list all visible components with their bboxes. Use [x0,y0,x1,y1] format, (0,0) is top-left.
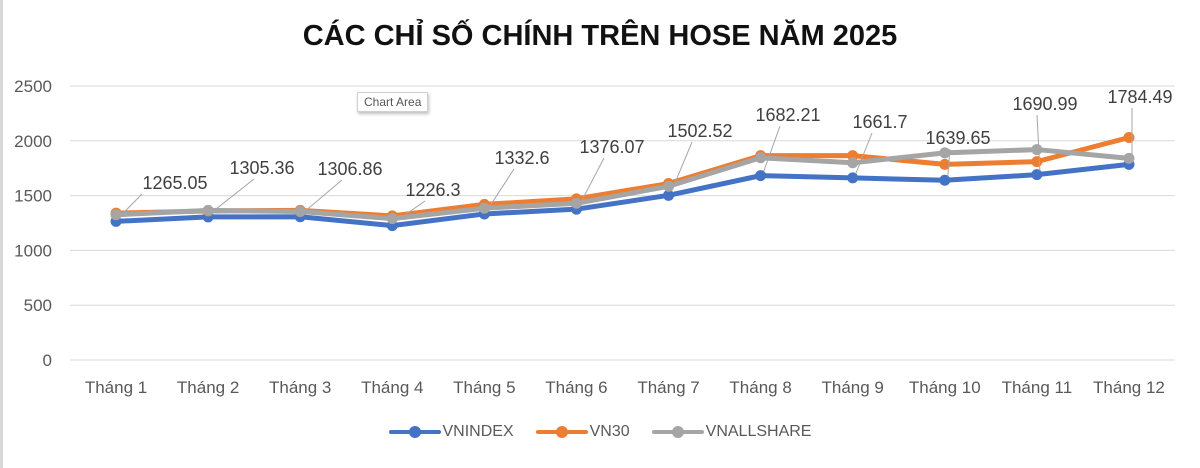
x-tick-label: Tháng 5 [453,378,515,397]
series-line-vnindex[interactable] [113,161,1132,229]
y-tick-label: 1000 [14,241,52,260]
legend-label: VNALLSHARE [705,423,812,440]
data-label: 1305.36 [229,158,294,178]
chart-area-tooltip: Chart Area [357,92,429,112]
data-point-marker[interactable] [294,205,306,217]
data-point-marker[interactable] [386,213,398,225]
legend-line-marker-icon [388,425,441,439]
x-tick-label: Tháng 6 [545,378,607,397]
y-tick-label: 500 [24,296,52,315]
data-label: 1376.07 [579,137,644,157]
y-tick-label: 2000 [14,132,52,151]
data-point-marker[interactable] [939,147,951,159]
chart-title: CÁC CHỈ SỐ CHÍNH TRÊN HOSE NĂM 2025 [302,20,898,52]
data-point-marker[interactable] [663,189,675,201]
leader-line [855,132,873,175]
x-tick-label: Tháng 4 [361,378,423,397]
leader-line [302,179,343,214]
data-label: 1332.6 [494,148,549,168]
x-tick-label: Tháng 8 [729,378,791,397]
data-point-marker[interactable] [755,152,767,164]
data-point-marker[interactable] [1123,152,1135,164]
x-tick-label: Tháng 3 [269,378,331,397]
legend: VNINDEX VN30 VNALLSHARE [0,423,1200,441]
legend-label: VNINDEX [442,423,514,440]
leader-line [1036,114,1041,171]
legend-line-marker-icon [535,425,588,439]
x-tick-label: Tháng 9 [822,378,884,397]
data-point-marker[interactable] [478,202,490,214]
x-tick-label: Tháng 7 [637,378,699,397]
leader-line [118,193,143,218]
data-point-marker[interactable] [939,174,951,186]
leader-line [947,148,951,177]
data-point-marker[interactable] [847,172,859,184]
x-tick-label: Tháng 12 [1093,378,1165,397]
data-label: 1306.86 [317,159,382,179]
data-point-marker[interactable] [1031,156,1043,168]
data-point-marker[interactable] [755,170,767,182]
leader-line [486,168,515,211]
data-point-marker[interactable] [1123,132,1135,144]
leader-line [763,125,781,172]
data-point-marker[interactable] [663,180,675,192]
leader-line [579,157,605,206]
data-point-marker[interactable] [570,197,582,209]
data-label: 1226.3 [405,180,460,200]
x-tick-label: Tháng 2 [177,378,239,397]
legend-item-vnallshare[interactable]: VNALLSHARE [651,423,812,441]
data-label: 1682.21 [755,105,820,125]
data-point-marker[interactable] [1031,169,1043,181]
y-tick-label: 2500 [14,77,52,96]
data-label: 1265.05 [142,173,207,193]
legend-item-vnindex[interactable]: VNINDEX [388,423,514,441]
data-label: 1690.99 [1012,94,1077,114]
x-tick-label: Tháng 10 [909,378,981,397]
y-tick-label: 1500 [14,187,52,206]
data-point-marker[interactable] [1031,144,1043,156]
legend-label: VN30 [589,423,630,440]
leader-line [671,141,693,192]
data-label: 1661.7 [852,112,907,132]
chart-border [0,0,3,468]
data-point-marker[interactable] [202,204,214,216]
legend-line-marker-icon [651,425,704,439]
x-tick-label: Tháng 11 [1002,378,1073,397]
series-line-vnallshare[interactable] [113,147,1132,222]
data-point-marker[interactable] [939,158,951,170]
data-label: 1639.65 [925,128,990,148]
data-point-marker[interactable] [847,157,859,169]
y-tick-label: 0 [43,351,52,370]
data-point-marker[interactable] [110,209,122,221]
legend-item-vn30[interactable]: VN30 [535,423,630,441]
data-label: 1784.49 [1107,87,1172,107]
leader-line [210,178,255,214]
leader-line [395,200,426,223]
x-tick-label: Tháng 1 [85,378,147,397]
data-label: 1502.52 [667,121,732,141]
